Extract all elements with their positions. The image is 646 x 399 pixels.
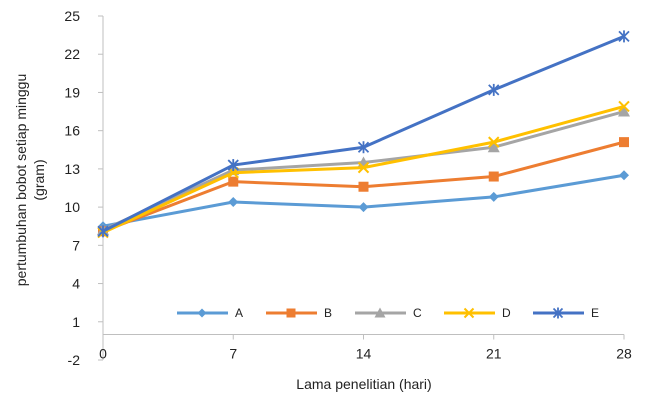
data-point [286, 308, 296, 318]
data-point [619, 137, 629, 148]
data-point [228, 197, 239, 208]
legend-item-A: A [177, 306, 243, 320]
y-axis-title-line-1: pertumbuhan bobot setiap minggu [13, 74, 29, 286]
x-axis-title: Lama penelitian (hari) [296, 376, 431, 392]
legend: A B C D E [177, 306, 599, 320]
legend-item-C: C [355, 306, 422, 320]
series-line-D [102, 105, 625, 234]
x-tick-label: 14 [356, 346, 372, 362]
data-point [357, 161, 370, 174]
marker-stroke [463, 307, 475, 319]
legend-label-D: D [502, 306, 511, 320]
data-point [488, 171, 499, 182]
marker-stroke [488, 136, 500, 148]
data-point [618, 105, 630, 117]
legend-item-B: B [266, 306, 332, 320]
data-point [618, 30, 630, 43]
y-axis-title: pertumbuhan bobot setiap minggu (gram) [13, 74, 47, 286]
y-tick-label: 19 [64, 84, 80, 100]
y-tick-label: 25 [64, 8, 80, 24]
series-A [98, 170, 629, 232]
x-tick-label: 7 [229, 346, 237, 362]
series-C [97, 105, 630, 236]
y-tick-label: 7 [72, 237, 80, 253]
x-tick-label: 21 [486, 346, 502, 362]
series-E [97, 30, 630, 238]
legend-item-E: E [533, 306, 599, 320]
y-axis-title-line-2: (gram) [31, 159, 47, 200]
x-tick-label: 0 [99, 346, 107, 362]
data-point [97, 225, 109, 238]
data-point [358, 181, 369, 192]
y-tick-label: 16 [64, 123, 80, 139]
data-point [487, 141, 500, 153]
data-point [357, 141, 370, 154]
series-layer [97, 30, 630, 239]
legend-label-A: A [235, 306, 243, 320]
data-point [228, 176, 239, 187]
y-tick-label: 1 [72, 314, 80, 330]
marker-stroke [618, 100, 630, 113]
data-point [197, 308, 207, 318]
data-point [552, 307, 564, 319]
data-point [488, 83, 500, 96]
x-tick-label: 28 [616, 346, 632, 362]
y-tick-label: 4 [72, 276, 80, 292]
legend-label-E: E [591, 306, 599, 320]
y-tick-label: 22 [64, 46, 80, 62]
data-point [619, 170, 629, 181]
data-point [227, 159, 239, 172]
y-tick-label: -2 [68, 352, 81, 368]
data-point [488, 191, 499, 202]
data-point [618, 100, 630, 113]
data-point [374, 307, 386, 318]
marker-stroke [357, 161, 370, 174]
legend-label-B: B [324, 306, 332, 320]
series-D [97, 100, 630, 239]
data-point [358, 202, 369, 213]
legend-label-C: C [413, 306, 422, 320]
data-point [463, 307, 475, 319]
legend-item-D: D [444, 306, 511, 320]
data-point [488, 136, 500, 148]
y-tick-label: 13 [64, 161, 80, 177]
y-tick-label: 10 [64, 199, 80, 215]
